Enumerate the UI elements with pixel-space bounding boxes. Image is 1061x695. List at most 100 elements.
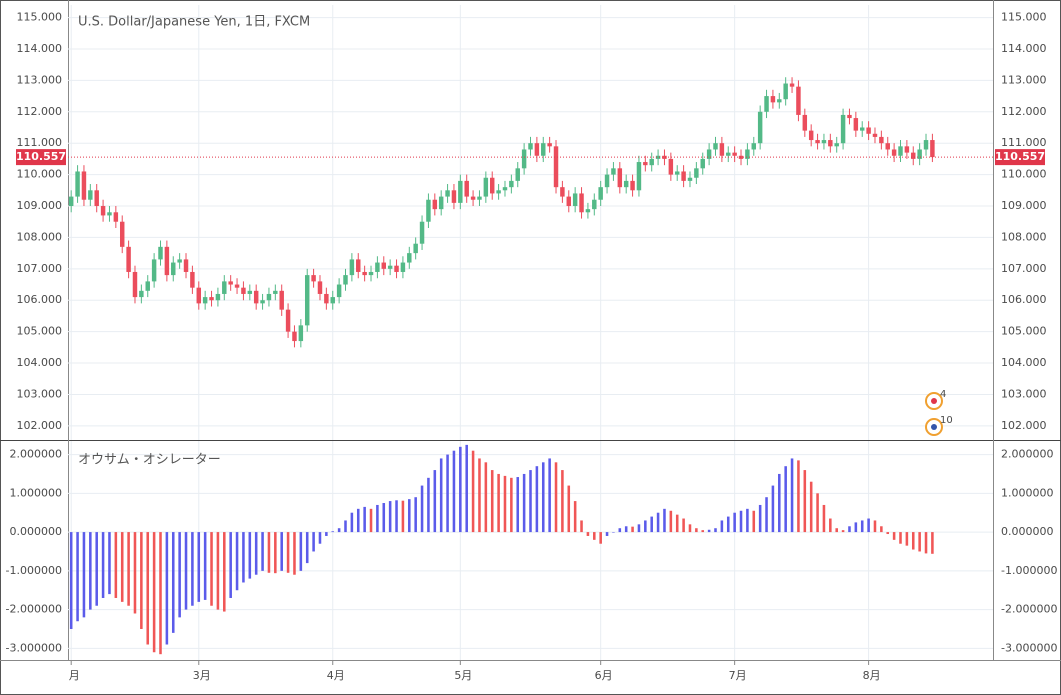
oscillator-bar [159, 532, 162, 655]
candle-body [674, 171, 680, 175]
candle-body [930, 140, 935, 158]
candle-body [668, 158, 674, 175]
event-count: 4 [940, 389, 946, 400]
oscillator-bar [171, 532, 175, 633]
y-tick-label: 109.000 [17, 199, 63, 212]
candle-body [190, 271, 195, 288]
oscillator-bar [76, 532, 79, 622]
oscillator-bar [414, 497, 417, 533]
candle-body [126, 246, 131, 272]
candle-body [847, 114, 852, 119]
oscillator-bar [152, 532, 156, 653]
candle-body [917, 149, 922, 159]
candle-body [241, 287, 246, 294]
oscillator-bar [490, 470, 494, 533]
candle-body [177, 259, 182, 263]
oscillator-bar [408, 499, 411, 533]
y-tick-label-right: 109.000 [1001, 199, 1047, 212]
candle-body [764, 96, 769, 112]
candle-body [75, 171, 80, 197]
candle-body [253, 290, 259, 304]
candle-body [164, 246, 170, 276]
oscillator-bar [325, 532, 328, 536]
y-tick-label-right: -3.000000 [1001, 641, 1057, 654]
x-tick-label: 3月 [193, 669, 211, 682]
y-tick-label: -2.000000 [6, 603, 62, 616]
oscillator-bar [101, 532, 105, 598]
oscillator-bar [816, 493, 819, 533]
candle-body [119, 221, 125, 247]
y-tick-label-right: 110.000 [1001, 168, 1047, 181]
y-tick-label-right: -1.000000 [1001, 564, 1057, 577]
candle-body [356, 259, 361, 272]
y-tick-label-right: 113.000 [1001, 73, 1047, 86]
oscillator-bar [778, 473, 781, 533]
candle-body [700, 158, 705, 169]
candle-body [872, 133, 878, 137]
candle-body [247, 290, 253, 294]
candle-body [132, 271, 138, 298]
oscillator-bar [427, 477, 430, 533]
candle-body [560, 187, 565, 197]
oscillator-bar [522, 473, 526, 533]
candle-body [541, 143, 546, 156]
candle-body [579, 193, 584, 213]
oscillator-bar [120, 532, 124, 602]
candle-body [706, 149, 712, 159]
candle-body [400, 262, 406, 272]
oscillator-bar [714, 528, 717, 533]
oscillator-bar [854, 522, 858, 533]
y-tick-label: 113.000 [17, 73, 63, 86]
oscillator-bar [650, 516, 653, 533]
candle-body [139, 290, 144, 298]
oscillator-bar [356, 508, 360, 533]
oscillator-bar [675, 514, 679, 533]
candle-body [158, 246, 163, 260]
candle-body [655, 155, 661, 159]
candle-body [643, 162, 648, 166]
oscillator-bar [841, 530, 845, 533]
candle-body [815, 140, 820, 144]
candle-body [311, 275, 316, 282]
y-tick-label: 1.000000 [10, 486, 63, 499]
oscillator-bar [369, 508, 373, 533]
oscillator-bar [140, 532, 143, 629]
oscillator-bar [624, 526, 628, 533]
oscillator-bar [127, 532, 130, 606]
oscillator-bar [280, 532, 283, 571]
oscillator-bar [248, 532, 252, 579]
candle-body [802, 114, 808, 131]
y-tick-label: 106.000 [17, 293, 63, 306]
candle-body [732, 152, 737, 156]
candle-body [528, 143, 533, 150]
candle-body [694, 168, 699, 178]
oscillator-bar [344, 520, 347, 533]
candle-body [611, 168, 616, 175]
oscillator-bar [478, 458, 481, 533]
marks [68, 77, 993, 655]
oscillator-bar [567, 485, 571, 533]
oscillator-bar [191, 532, 194, 606]
candle-body [789, 83, 795, 87]
last-price-label-right-box [995, 149, 1045, 166]
oscillator-bar [554, 462, 558, 533]
candle-body [757, 111, 763, 144]
candle-body [859, 127, 865, 131]
candle-body [547, 143, 552, 147]
candle-body [279, 290, 284, 310]
y-tick-label-right: 106.000 [1001, 293, 1047, 306]
candle-body [598, 187, 603, 200]
candle-body [151, 259, 157, 282]
oscillator-bar [254, 532, 258, 575]
oscillator-bar [867, 518, 870, 533]
oscillator-bar [439, 458, 443, 533]
oscillator-bar [318, 532, 322, 544]
oscillator-bar [644, 520, 647, 533]
oscillator-bar [229, 532, 232, 598]
y-tick-label: 107.000 [17, 262, 63, 275]
candle-body [196, 287, 202, 304]
oscillator-bar [829, 518, 832, 533]
candle-body [821, 140, 827, 144]
candle-body [751, 143, 757, 150]
candle-body [273, 290, 278, 294]
